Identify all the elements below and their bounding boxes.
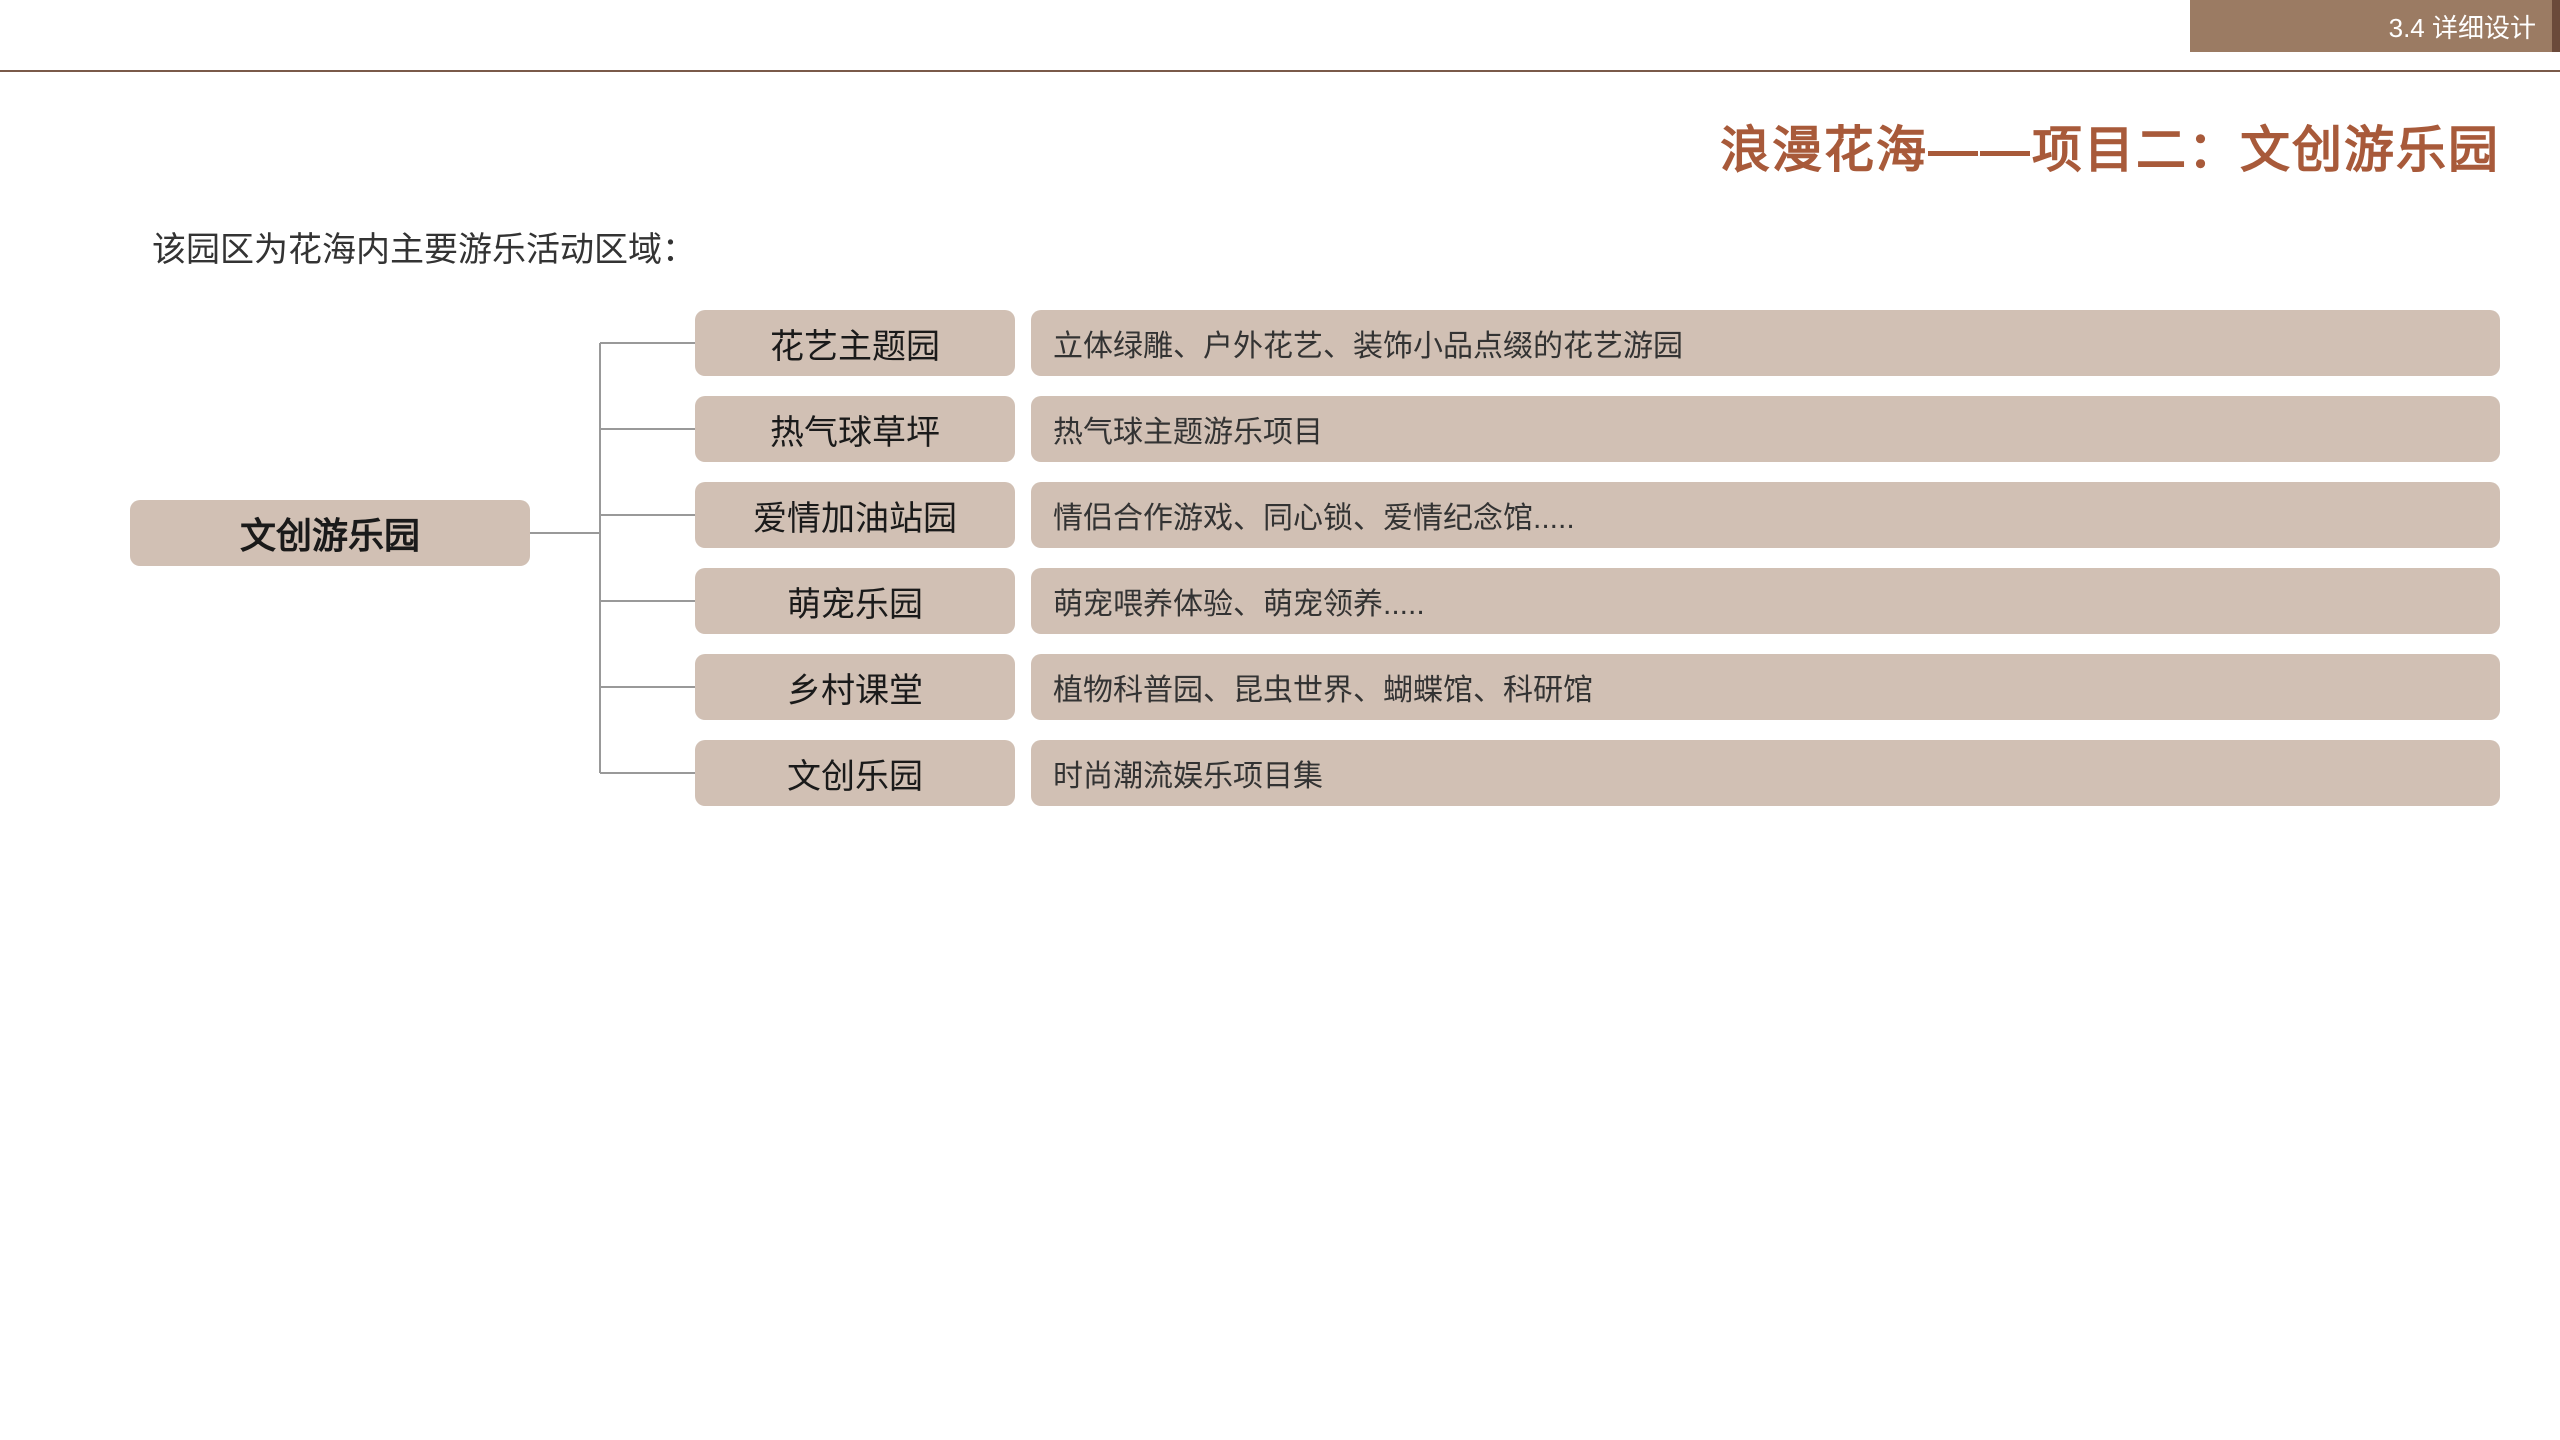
header-underline (0, 70, 2560, 72)
header-accent-strip (2552, 0, 2560, 52)
tree-diagram: 文创游乐园 花艺主题园立体绿雕、户外花艺、装饰小品点缀的花艺游园热气球草坪热气球… (130, 310, 2500, 850)
branch-label: 乡村课堂 (695, 654, 1015, 720)
branch-desc: 时尚潮流娱乐项目集 (1031, 740, 2500, 806)
header-section-bar: 3.4 详细设计 (2190, 0, 2560, 52)
tree-root-box: 文创游乐园 (130, 500, 530, 566)
branch-label: 文创乐园 (695, 740, 1015, 806)
branch-row: 热气球草坪热气球主题游乐项目 (695, 396, 2500, 462)
branch-desc: 热气球主题游乐项目 (1031, 396, 2500, 462)
branch-row: 爱情加油站园情侣合作游戏、同心锁、爱情纪念馆..... (695, 482, 2500, 548)
tree-branches: 花艺主题园立体绿雕、户外花艺、装饰小品点缀的花艺游园热气球草坪热气球主题游乐项目… (695, 310, 2500, 826)
header-section-label: 3.4 详细设计 (2389, 8, 2536, 45)
branch-desc: 情侣合作游戏、同心锁、爱情纪念馆..... (1031, 482, 2500, 548)
branch-desc: 萌宠喂养体验、萌宠领养..... (1031, 568, 2500, 634)
branch-label: 花艺主题园 (695, 310, 1015, 376)
branch-label: 爱情加油站园 (695, 482, 1015, 548)
branch-row: 文创乐园时尚潮流娱乐项目集 (695, 740, 2500, 806)
page-title: 浪漫花海——项目二：文创游乐园 (1720, 110, 2500, 182)
intro-text: 该园区为花海内主要游乐活动区域： (152, 222, 696, 271)
branch-row: 乡村课堂植物科普园、昆虫世界、蝴蝶馆、科研馆 (695, 654, 2500, 720)
branch-desc: 立体绿雕、户外花艺、装饰小品点缀的花艺游园 (1031, 310, 2500, 376)
branch-row: 萌宠乐园萌宠喂养体验、萌宠领养..... (695, 568, 2500, 634)
branch-label: 热气球草坪 (695, 396, 1015, 462)
branch-label: 萌宠乐园 (695, 568, 1015, 634)
branch-row: 花艺主题园立体绿雕、户外花艺、装饰小品点缀的花艺游园 (695, 310, 2500, 376)
branch-desc: 植物科普园、昆虫世界、蝴蝶馆、科研馆 (1031, 654, 2500, 720)
